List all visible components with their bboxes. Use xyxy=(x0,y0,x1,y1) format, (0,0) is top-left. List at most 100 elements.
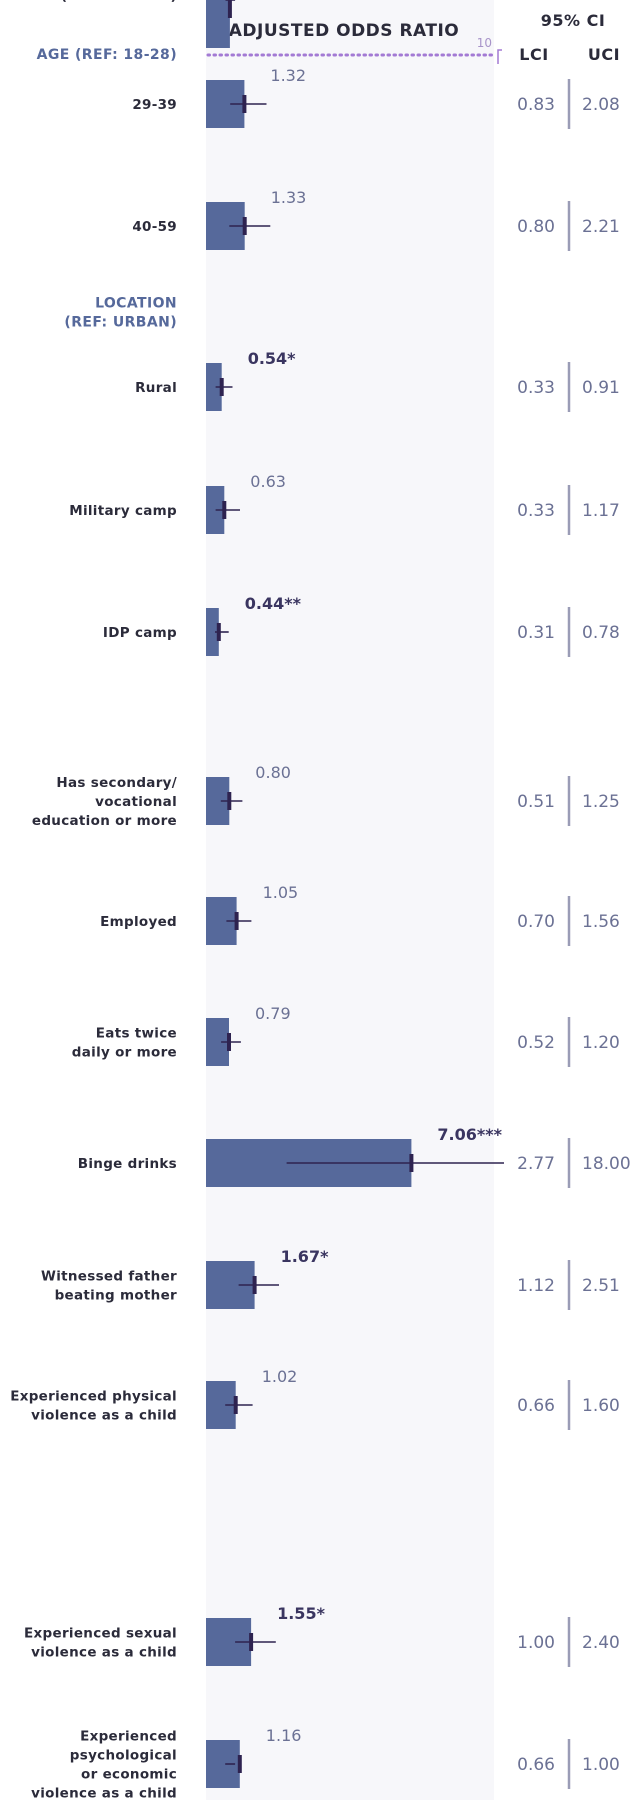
row-label-line: beating mother xyxy=(55,1288,177,1304)
row-label-line: violence as a child xyxy=(31,1408,177,1424)
point-estimate-marker xyxy=(242,95,247,113)
uci-value: 1.25 xyxy=(582,792,620,812)
row-label-line: Experienced physical xyxy=(10,1389,177,1405)
section-label-line: (REF: URBAN) xyxy=(64,315,177,331)
uci-value: 1.00 xyxy=(582,0,620,5)
row-label-line: Rural xyxy=(135,380,177,396)
value-label: 0.82+ xyxy=(256,0,309,4)
chart-panel xyxy=(206,0,494,1800)
row-label-line: GEM Score xyxy=(93,0,177,4)
uci-value: 1.20 xyxy=(582,1033,620,1053)
lci-value: 1.00 xyxy=(517,1633,555,1653)
uci-value: 1.60 xyxy=(582,1396,620,1416)
point-estimate-marker xyxy=(227,792,232,810)
lci-value: 0.70 xyxy=(517,912,555,932)
row-label: 29-39 xyxy=(132,97,177,113)
row-label: Witnessed father beating mother xyxy=(41,1269,177,1304)
row-label: Employed xyxy=(100,914,177,930)
uci-value: 0.78 xyxy=(582,623,620,643)
lci-header: LCI xyxy=(519,45,548,64)
value-label: 1.16 xyxy=(266,1726,302,1745)
point-estimate-marker xyxy=(234,912,239,930)
row-label: Eats twice daily or more xyxy=(72,1026,177,1061)
bar xyxy=(206,777,230,825)
value-label: 1.33 xyxy=(271,188,307,207)
row-label-line: daily or more xyxy=(72,1045,177,1061)
row-label: Experienced sexual violence as a child xyxy=(24,1626,177,1661)
bar xyxy=(206,0,230,48)
lci-value: 0.33 xyxy=(517,501,555,521)
bar xyxy=(206,1018,229,1066)
row-label-line: 29-39 xyxy=(132,97,177,113)
row-label: 40-59 xyxy=(132,219,177,235)
lci-value: 0.33 xyxy=(517,378,555,398)
row-label: GEM Score(standardized) xyxy=(61,0,177,4)
row-label-line: Binge drinks xyxy=(78,1156,177,1172)
row-label-line: education or more xyxy=(32,813,177,829)
row-label-line: (standardized) xyxy=(61,0,177,4)
section-label: LOCATION (REF: URBAN) xyxy=(64,296,177,331)
uci-header: UCI xyxy=(588,45,620,64)
point-estimate-marker xyxy=(249,1633,254,1651)
point-estimate-marker xyxy=(216,623,221,641)
bar xyxy=(206,486,225,534)
row-label-line: psychological xyxy=(70,1748,177,1764)
uci-value: 1.56 xyxy=(582,912,620,932)
point-estimate-marker xyxy=(237,1755,242,1773)
row-label-line: Experienced xyxy=(80,1729,177,1745)
uci-value: 2.21 xyxy=(582,217,620,237)
lci-value: 0.67 xyxy=(517,0,555,5)
value-label: 7.06*** xyxy=(437,1125,502,1144)
point-estimate-marker xyxy=(227,1033,231,1051)
row-label-line: Employed xyxy=(100,914,177,930)
uci-value: 1.17 xyxy=(582,501,620,521)
value-label: 1.05 xyxy=(263,883,299,902)
lci-value: 0.31 xyxy=(517,623,555,643)
row-label-line: Experienced sexual xyxy=(24,1626,177,1642)
value-label: 1.55* xyxy=(277,1604,325,1623)
lci-value: 0.83 xyxy=(517,95,555,115)
chart-title: ADJUSTED ODDS RATIO xyxy=(229,21,460,41)
row-label-line: Witnessed father xyxy=(41,1269,177,1285)
value-label: 1.67* xyxy=(281,1247,329,1266)
section-label: AGE (REF: 18-28) xyxy=(37,47,177,63)
lci-value: 2.77 xyxy=(517,1154,555,1174)
row-label-line: Has secondary/ xyxy=(56,775,177,791)
bar xyxy=(206,363,222,411)
value-label: 1.32 xyxy=(270,66,306,85)
axis-end-bracket xyxy=(497,49,502,64)
row-label: IDP camp xyxy=(103,625,177,641)
uci-value: 1.00 xyxy=(582,1755,620,1775)
row-label-line: or economic xyxy=(81,1767,177,1783)
value-label: 1.02 xyxy=(262,1367,298,1386)
row-label: Military camp xyxy=(69,503,177,519)
lci-value: 0.52 xyxy=(517,1033,555,1053)
point-estimate-marker xyxy=(227,0,232,18)
row-label-line: Eats twice xyxy=(96,1026,177,1042)
point-estimate-marker xyxy=(219,378,224,396)
row-label-line: violence as a child xyxy=(31,1645,177,1661)
bar xyxy=(206,608,219,656)
uci-value: 2.40 xyxy=(582,1633,620,1653)
section-label-line: AGE (REF: 18-28) xyxy=(37,47,177,63)
row-label: Experienced physical violence as a child xyxy=(10,1389,177,1424)
uci-value: 0.91 xyxy=(582,378,620,398)
lci-value: 0.51 xyxy=(517,792,555,812)
row-label-line: violence as a child xyxy=(31,1786,177,1800)
rows-layer: AGE (REF: 18-28) 29-39 1.32 0.83 2.08 40-59 1.… xyxy=(10,0,631,1800)
row-label: Experienced psychological or economic viole… xyxy=(31,1729,177,1800)
lci-value: 1.12 xyxy=(517,1276,555,1296)
uci-value: 18.00 xyxy=(582,1154,631,1174)
value-label: 0.54* xyxy=(248,349,296,368)
lci-value: 0.66 xyxy=(517,1755,555,1775)
point-estimate-marker xyxy=(222,501,227,519)
lci-value: 0.80 xyxy=(517,217,555,237)
point-estimate-marker xyxy=(233,1396,238,1414)
row-label-line: vocational xyxy=(95,794,177,810)
lci-value: 0.66 xyxy=(517,1396,555,1416)
value-label: 0.63 xyxy=(250,472,286,491)
point-estimate-marker xyxy=(409,1154,414,1172)
row-label: Binge drinks xyxy=(78,1156,177,1172)
value-label: 0.79 xyxy=(255,1004,291,1023)
